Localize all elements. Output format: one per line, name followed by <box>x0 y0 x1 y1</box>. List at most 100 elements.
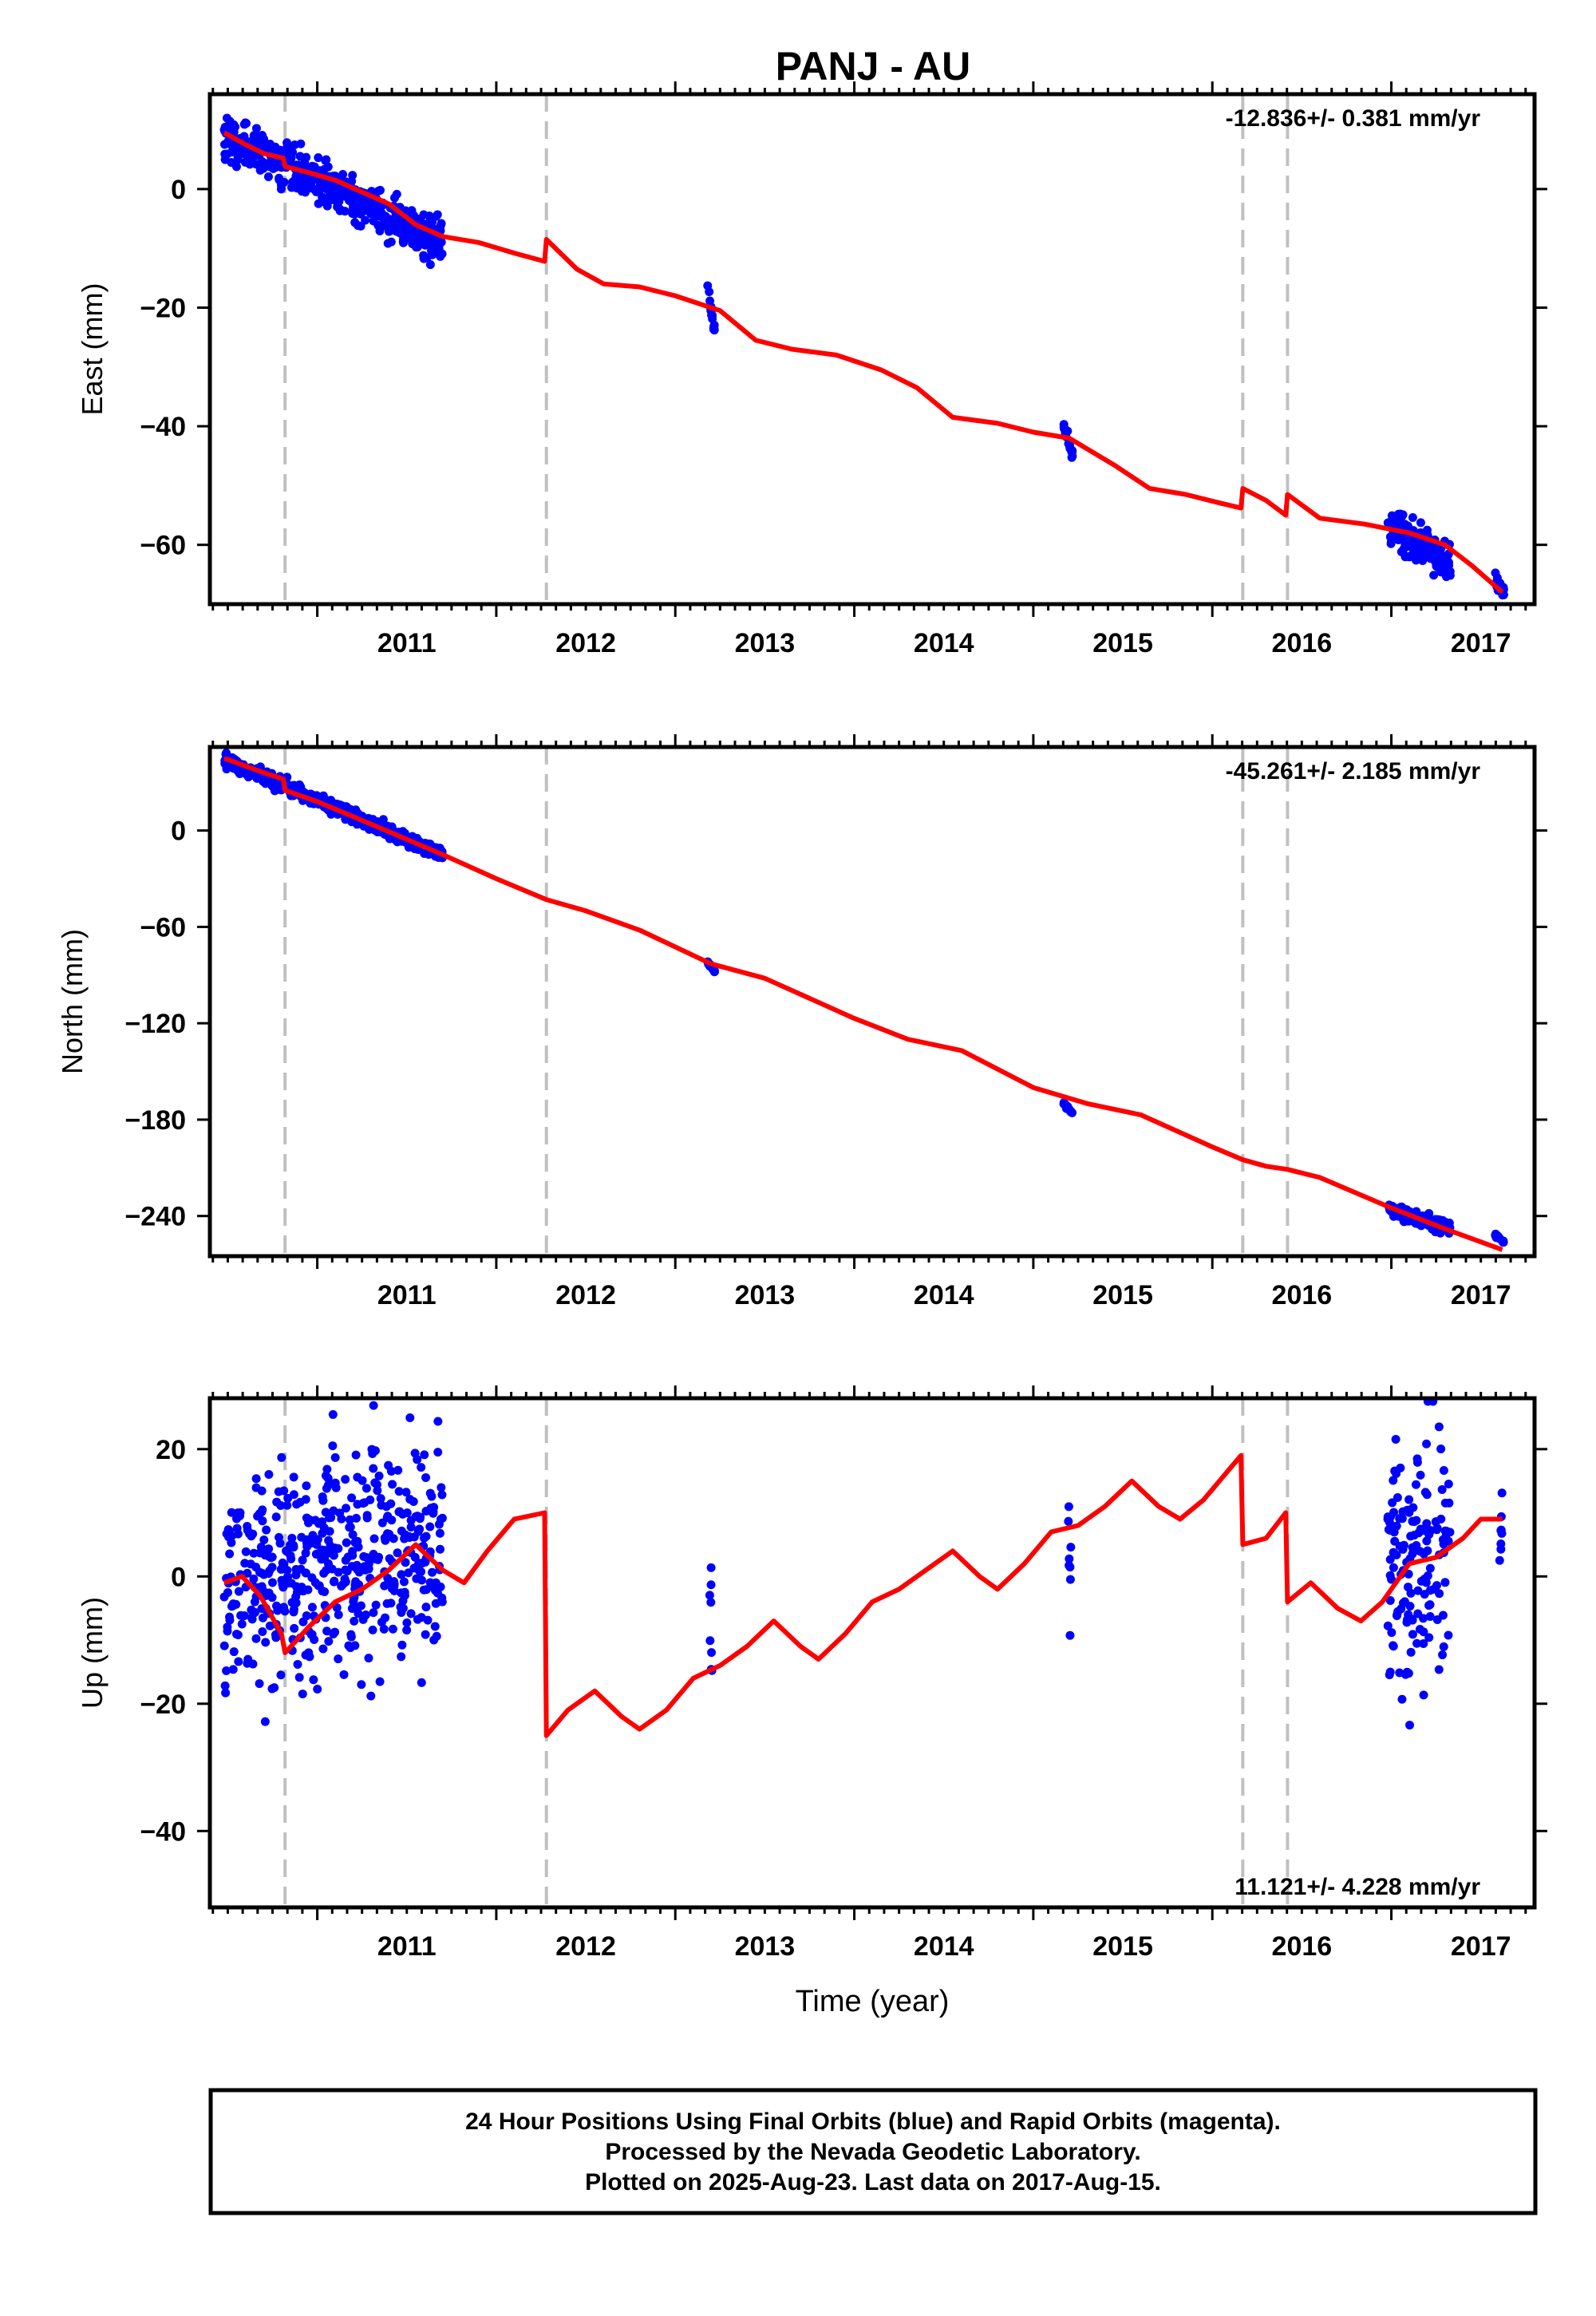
data-point <box>334 1654 343 1664</box>
data-point <box>286 1554 296 1563</box>
data-point <box>393 1465 403 1475</box>
data-point <box>1395 1514 1404 1524</box>
data-point <box>324 1637 334 1646</box>
data-point <box>1403 1583 1412 1592</box>
data-point <box>304 1648 314 1658</box>
data-point <box>416 215 425 224</box>
data-point <box>377 1500 386 1510</box>
data-point <box>1422 1490 1432 1500</box>
data-point <box>406 1522 416 1531</box>
data-point <box>346 1630 356 1639</box>
data-point <box>1402 1618 1412 1627</box>
x-tick-label: 2015 <box>1092 1931 1153 1962</box>
x-tick-label: 2016 <box>1272 1280 1333 1310</box>
data-point <box>298 1690 307 1699</box>
data-point <box>1065 1630 1075 1640</box>
data-point <box>1425 1611 1435 1621</box>
data-point <box>228 1665 238 1674</box>
data-point <box>430 1622 440 1631</box>
data-point <box>1444 1630 1453 1640</box>
data-point <box>1416 518 1425 528</box>
data-point <box>1419 1690 1428 1700</box>
data-point <box>279 1603 289 1612</box>
data-point <box>289 1490 298 1500</box>
data-point <box>399 238 409 247</box>
data-point <box>368 1625 377 1634</box>
data-point <box>419 1533 429 1543</box>
data-point <box>1391 1434 1400 1444</box>
data-point <box>317 197 326 207</box>
footer-line-1: 24 Hour Positions Using Final Orbits (bl… <box>465 2109 1281 2135</box>
data-point <box>1064 1516 1073 1526</box>
data-point <box>1408 1516 1417 1526</box>
data-point <box>707 1648 717 1658</box>
data-point <box>1495 1555 1504 1565</box>
data-point <box>405 1495 415 1504</box>
x-tick-label: 2011 <box>377 1280 437 1310</box>
data-point <box>437 1483 446 1492</box>
data-point <box>243 1568 252 1578</box>
data-point <box>249 1574 259 1583</box>
data-point <box>301 1568 310 1578</box>
data-point <box>367 1445 377 1454</box>
data-point <box>705 1636 715 1646</box>
data-point <box>709 324 719 334</box>
data-point <box>706 1580 716 1590</box>
data-point <box>1439 1539 1448 1549</box>
data-point <box>276 1500 286 1510</box>
data-point <box>1440 1578 1450 1587</box>
data-point <box>404 843 413 852</box>
data-point <box>1423 1571 1432 1581</box>
data-point <box>381 1613 390 1622</box>
data-point <box>706 1598 716 1607</box>
data-point <box>386 221 396 231</box>
data-point <box>1444 1498 1454 1508</box>
data-point <box>433 1417 443 1426</box>
east-panel: 2011 2012 2013 2014 2015 2016 2017 0 −20 −40 −60 Ea… <box>76 81 1547 658</box>
y-axis-label: North (mm) <box>56 929 89 1074</box>
data-point <box>1438 1650 1448 1660</box>
x-tick-label: 2013 <box>735 1931 796 1962</box>
data-point <box>407 206 417 215</box>
data-point <box>1445 571 1455 580</box>
data-point <box>282 1546 291 1555</box>
data-point <box>347 176 357 186</box>
data-point <box>318 1528 327 1538</box>
data-point <box>1424 1530 1434 1539</box>
data-point <box>1444 1480 1453 1489</box>
data-point <box>258 1627 267 1637</box>
data-point <box>223 1626 232 1636</box>
data-point <box>287 1598 297 1607</box>
data-point <box>353 1536 362 1546</box>
data-point <box>1413 1586 1423 1595</box>
data-point <box>1387 1628 1396 1638</box>
data-point <box>424 850 433 860</box>
data-point <box>378 815 388 824</box>
y-tick-label: −60 <box>140 531 186 561</box>
model-line <box>223 130 1504 595</box>
data-point <box>436 1544 445 1554</box>
up-panel: 2011 2012 2013 2014 2015 2016 2017 20 0 −20 −40 Up … <box>76 1385 1547 2018</box>
data-point <box>1402 1667 1412 1677</box>
data-point <box>357 1563 366 1573</box>
plot-frame <box>207 92 1537 607</box>
data-point <box>247 1531 256 1541</box>
data-point <box>1421 1578 1431 1587</box>
x-tick-label: 2011 <box>377 628 437 658</box>
data-point <box>1394 509 1404 519</box>
data-point <box>358 1614 368 1624</box>
data-point <box>1388 1498 1397 1508</box>
data-point <box>362 1553 372 1563</box>
data-point <box>361 1484 371 1493</box>
data-point <box>433 1588 442 1598</box>
data-point <box>435 1528 444 1538</box>
data-point <box>287 1533 297 1543</box>
data-point <box>428 217 437 227</box>
data-point <box>228 1599 238 1609</box>
data-point <box>362 1513 372 1523</box>
data-point <box>234 1587 243 1596</box>
x-tick-label: 2015 <box>1092 628 1153 658</box>
data-point <box>1419 1627 1428 1637</box>
data-point <box>385 1529 394 1539</box>
x-tick-label: 2017 <box>1451 1280 1511 1310</box>
